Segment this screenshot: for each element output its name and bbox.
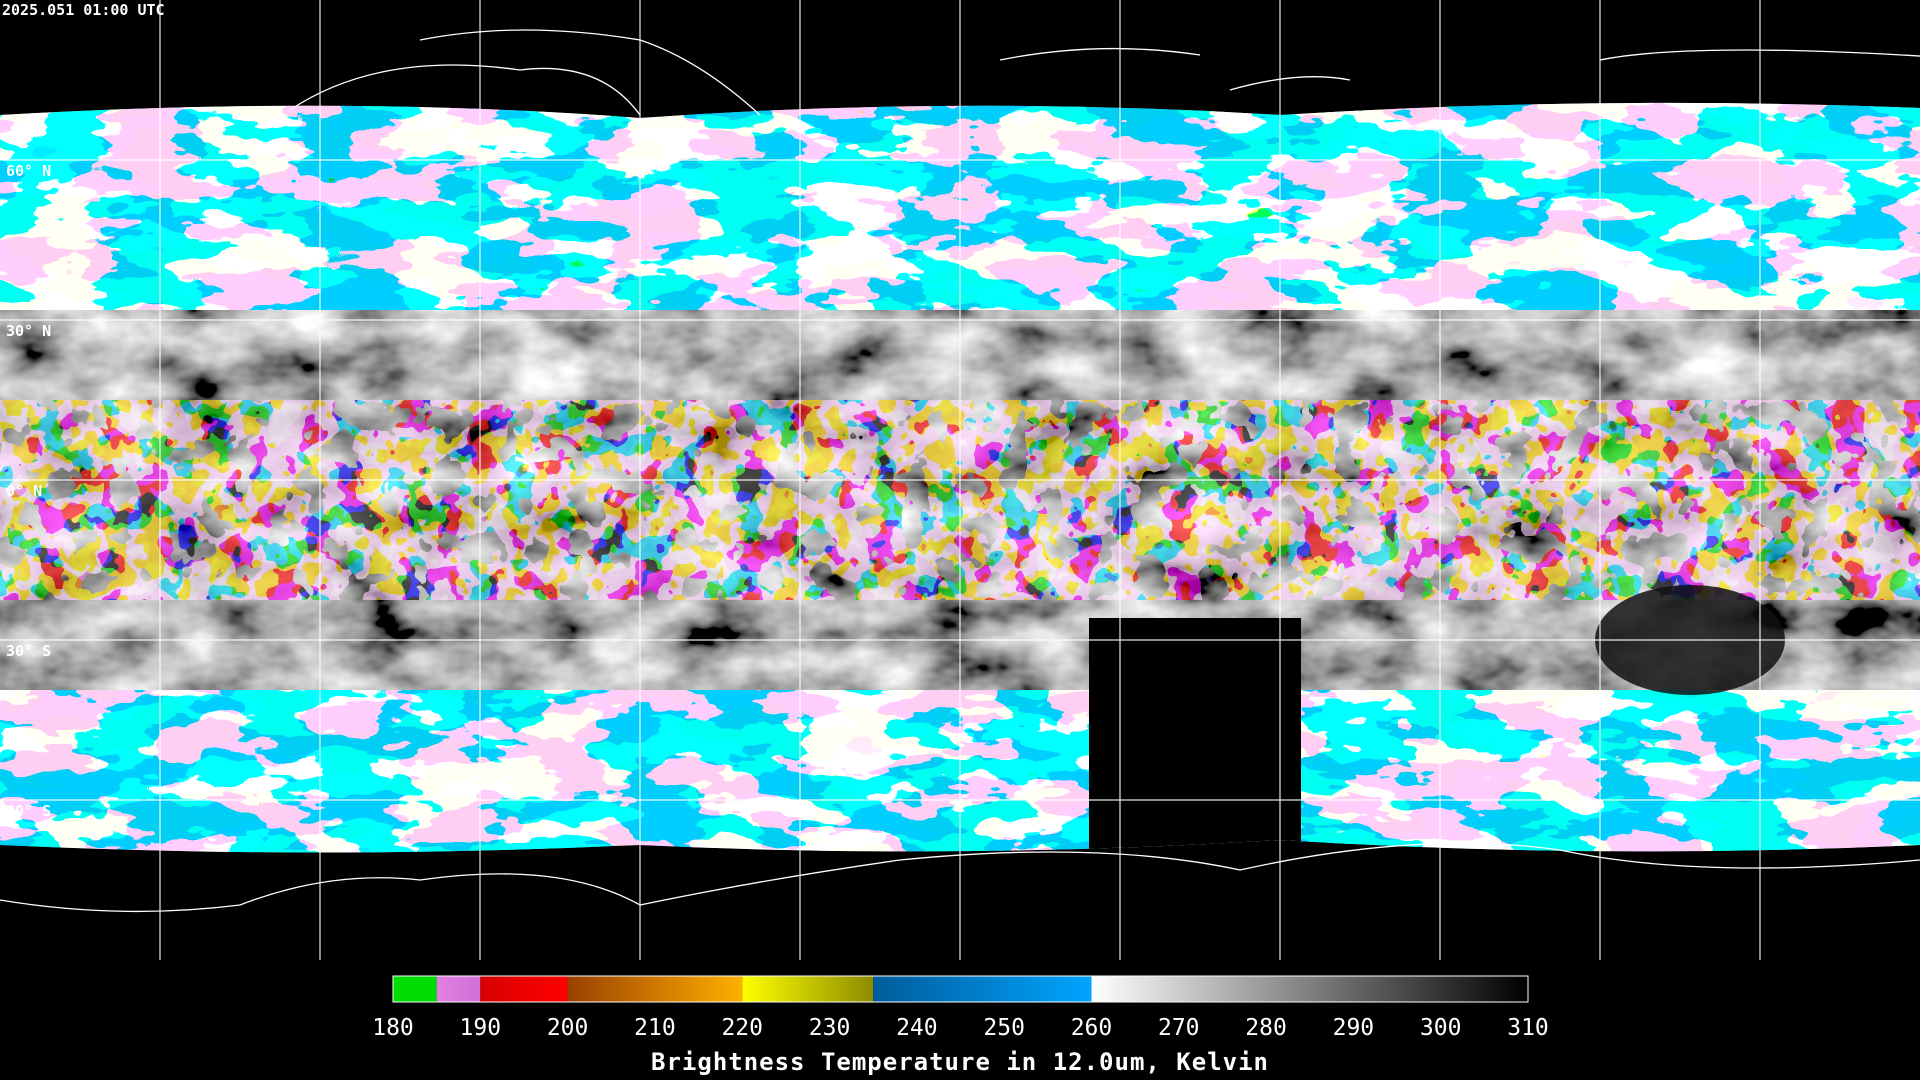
colorbar-segment	[1091, 976, 1528, 1002]
colorbar-tick-label: 310	[1507, 1015, 1549, 1041]
colorbar-tick-label: 270	[1158, 1015, 1200, 1041]
graticule	[0, 0, 1920, 960]
coastline	[0, 842, 1920, 913]
colorbar-tick-label: 200	[547, 1015, 589, 1041]
coastline	[999, 47, 1920, 91]
latitude-label: 60° N	[6, 162, 51, 180]
colorbar-tick-label: 260	[1071, 1015, 1113, 1041]
timestamp: 2025.051 01:00 UTC	[2, 1, 165, 19]
latitude-label: 30° N	[6, 322, 51, 340]
colorbar-tick-label: 210	[634, 1015, 676, 1041]
colorbar-tick-label: 240	[896, 1015, 938, 1041]
colorbar-segment	[436, 976, 481, 1002]
coastline	[419, 29, 761, 116]
colorbar-segment	[393, 976, 437, 1002]
colorbar-label: Brightness Temperature in 12.0um, Kelvin	[651, 1048, 1269, 1076]
colorbar-tick-label: 250	[983, 1015, 1025, 1041]
colorbar-tick-label: 290	[1333, 1015, 1375, 1041]
colorbar-tick-label: 180	[372, 1015, 414, 1041]
coastline	[289, 64, 641, 116]
colorbar-segment	[567, 976, 743, 1002]
colorbar-tick-label: 190	[460, 1015, 502, 1041]
colorbar: 180 190 200 210 220 230 240 250 260 270 280 290 300 3…	[372, 975, 1549, 1041]
latitude-label: 30° S	[6, 642, 51, 660]
latitude-label: 60° S	[6, 802, 51, 820]
colorbar-tick-label: 300	[1420, 1015, 1462, 1041]
colorbar-tick-label: 230	[809, 1015, 851, 1041]
colorbar-tick-label: 220	[721, 1015, 763, 1041]
colorbar-segment	[480, 976, 568, 1002]
colorbar-frame	[392, 975, 1529, 1003]
latitude-labels: 60° N 30° N 0° N 30° S 60° S	[6, 162, 51, 820]
colorbar-tick-label: 280	[1245, 1015, 1287, 1041]
coastlines	[0, 29, 1920, 913]
data-gap	[1089, 618, 1301, 853]
colorbar-segment	[742, 976, 874, 1002]
colorbar-segment	[873, 976, 1092, 1002]
latitude-label: 0° N	[6, 482, 42, 500]
